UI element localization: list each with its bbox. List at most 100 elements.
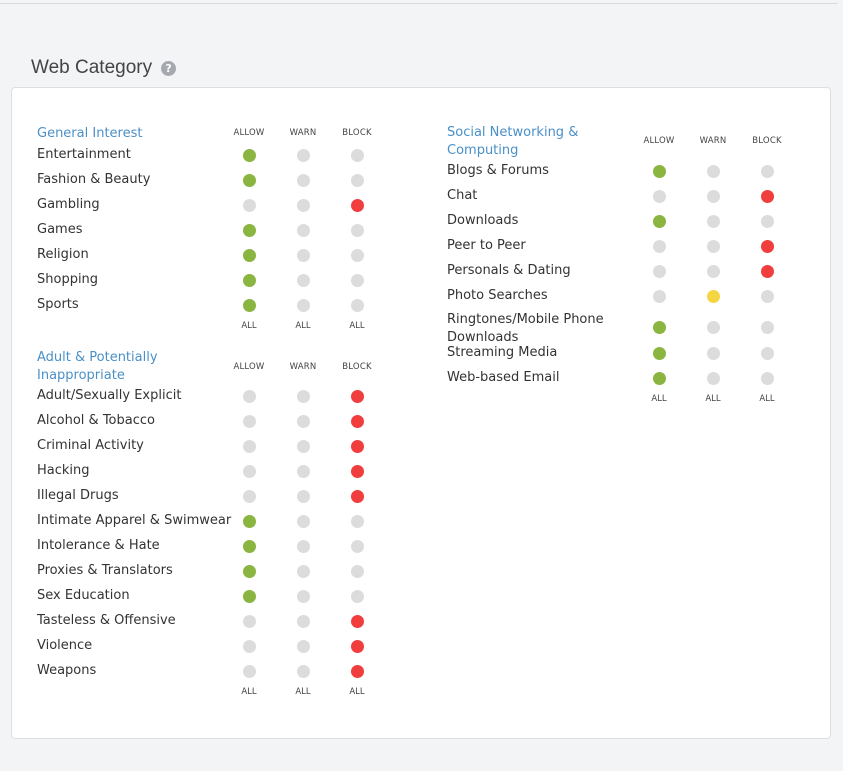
warn-radio[interactable] <box>707 290 720 303</box>
block-radio[interactable] <box>351 440 364 453</box>
warn-radio[interactable] <box>707 347 720 360</box>
allow-radio[interactable] <box>243 590 256 603</box>
warn-radio[interactable] <box>707 215 720 228</box>
warn-radio[interactable] <box>297 590 310 603</box>
warn-radio[interactable] <box>297 249 310 262</box>
block-radio[interactable] <box>761 372 774 385</box>
warn-radio[interactable] <box>707 372 720 385</box>
category-label: Gambling <box>37 197 100 212</box>
warn-radio[interactable] <box>707 321 720 334</box>
allow-radio[interactable] <box>243 640 256 653</box>
allow-radio[interactable] <box>653 190 666 203</box>
allow-radio[interactable] <box>653 165 666 178</box>
allow-radio[interactable] <box>243 149 256 162</box>
block-radio[interactable] <box>351 390 364 403</box>
allow-radio[interactable] <box>243 465 256 478</box>
block-radio[interactable] <box>351 199 364 212</box>
block-radio[interactable] <box>351 299 364 312</box>
allow-radio[interactable] <box>243 490 256 503</box>
allow-radio[interactable] <box>243 199 256 212</box>
block-radio[interactable] <box>351 415 364 428</box>
warn-radio[interactable] <box>707 190 720 203</box>
warn-radio[interactable] <box>707 265 720 278</box>
warn-radio[interactable] <box>707 240 720 253</box>
allow-radio[interactable] <box>243 274 256 287</box>
warn-radio[interactable] <box>297 299 310 312</box>
allow-radio[interactable] <box>243 174 256 187</box>
block-radio[interactable] <box>351 249 364 262</box>
block-radio[interactable] <box>351 615 364 628</box>
warn-radio[interactable] <box>297 665 310 678</box>
block-radio[interactable] <box>761 265 774 278</box>
select-all-allow-link[interactable]: ALL <box>651 394 667 404</box>
warn-radio[interactable] <box>297 515 310 528</box>
warn-radio[interactable] <box>297 465 310 478</box>
block-radio[interactable] <box>351 590 364 603</box>
block-radio[interactable] <box>351 665 364 678</box>
select-all-block-link[interactable]: ALL <box>349 687 365 697</box>
warn-radio[interactable] <box>297 390 310 403</box>
allow-radio[interactable] <box>653 347 666 360</box>
allow-radio[interactable] <box>653 265 666 278</box>
allow-radio[interactable] <box>243 249 256 262</box>
block-radio[interactable] <box>351 149 364 162</box>
group-title: Adult & Potentially <box>37 350 158 365</box>
select-all-allow-link[interactable]: ALL <box>241 687 257 697</box>
block-radio[interactable] <box>351 224 364 237</box>
warn-radio[interactable] <box>297 490 310 503</box>
block-radio[interactable] <box>351 540 364 553</box>
block-radio[interactable] <box>351 465 364 478</box>
warn-radio[interactable] <box>297 615 310 628</box>
block-radio[interactable] <box>351 490 364 503</box>
block-radio[interactable] <box>761 240 774 253</box>
block-radio[interactable] <box>761 321 774 334</box>
select-all-warn-link[interactable]: ALL <box>295 687 311 697</box>
allow-radio[interactable] <box>243 615 256 628</box>
warn-radio[interactable] <box>297 224 310 237</box>
allow-radio[interactable] <box>243 299 256 312</box>
warn-radio[interactable] <box>297 565 310 578</box>
allow-radio[interactable] <box>243 224 256 237</box>
allow-radio[interactable] <box>653 215 666 228</box>
select-all-block-link[interactable]: ALL <box>759 394 775 404</box>
allow-radio[interactable] <box>653 372 666 385</box>
warn-radio[interactable] <box>297 440 310 453</box>
category-label: Fashion & Beauty <box>37 172 151 187</box>
warn-radio[interactable] <box>297 540 310 553</box>
select-all-warn-link[interactable]: ALL <box>705 394 721 404</box>
allow-radio[interactable] <box>243 665 256 678</box>
question-circle-icon[interactable]: ? <box>161 60 177 76</box>
category-label: Weapons <box>37 663 97 678</box>
allow-radio[interactable] <box>243 515 256 528</box>
block-radio[interactable] <box>351 640 364 653</box>
block-radio[interactable] <box>761 215 774 228</box>
block-radio[interactable] <box>761 290 774 303</box>
warn-radio[interactable] <box>297 415 310 428</box>
block-radio[interactable] <box>761 190 774 203</box>
warn-radio[interactable] <box>297 640 310 653</box>
select-all-warn-link[interactable]: ALL <box>295 321 311 331</box>
allow-radio[interactable] <box>243 440 256 453</box>
allow-radio[interactable] <box>243 540 256 553</box>
group-title: General Interest <box>37 126 143 141</box>
allow-radio[interactable] <box>243 390 256 403</box>
block-radio[interactable] <box>351 174 364 187</box>
allow-radio[interactable] <box>653 240 666 253</box>
allow-radio[interactable] <box>243 415 256 428</box>
block-radio[interactable] <box>761 347 774 360</box>
allow-radio[interactable] <box>653 290 666 303</box>
block-radio[interactable] <box>351 274 364 287</box>
block-radio[interactable] <box>351 565 364 578</box>
block-radio[interactable] <box>351 515 364 528</box>
allow-radio[interactable] <box>653 321 666 334</box>
select-all-allow-link[interactable]: ALL <box>241 321 257 331</box>
warn-radio[interactable] <box>297 149 310 162</box>
warn-radio[interactable] <box>297 174 310 187</box>
warn-radio[interactable] <box>297 274 310 287</box>
category-label: Blogs & Forums <box>447 163 549 178</box>
select-all-block-link[interactable]: ALL <box>349 321 365 331</box>
warn-radio[interactable] <box>297 199 310 212</box>
warn-radio[interactable] <box>707 165 720 178</box>
allow-radio[interactable] <box>243 565 256 578</box>
block-radio[interactable] <box>761 165 774 178</box>
